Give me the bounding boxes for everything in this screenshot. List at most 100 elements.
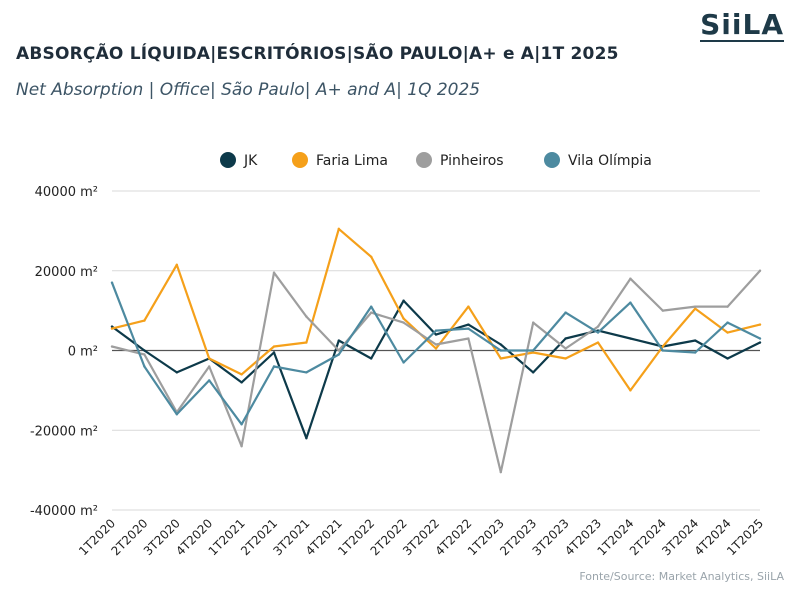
data-point-vila-olimpia <box>434 329 438 332</box>
x-tick-label: 1T2025 <box>724 516 766 558</box>
page-subtitle: Net Absorption | Office| São Paulo| A+ a… <box>16 80 481 100</box>
data-point-vila-olimpia <box>564 311 567 314</box>
data-point-jk <box>434 333 438 336</box>
data-point-pinheiros <box>305 315 308 318</box>
data-point-faria-lima <box>467 305 470 308</box>
data-point-jk <box>758 341 762 344</box>
data-point-jk <box>337 339 340 342</box>
legend-label: JK <box>243 153 258 169</box>
data-point-pinheiros <box>694 305 697 308</box>
data-point-pinheiros <box>337 349 340 352</box>
data-point-vila-olimpia <box>758 337 762 340</box>
data-point-faria-lima <box>272 345 276 348</box>
data-point-faria-lima <box>110 327 114 330</box>
legend-marker <box>416 152 432 168</box>
data-point-vila-olimpia <box>143 365 146 368</box>
series-line-pinheiros <box>110 269 762 474</box>
legend-marker <box>292 152 308 168</box>
data-point-vila-olimpia <box>467 327 470 330</box>
data-point-jk <box>564 337 567 340</box>
data-point-pinheiros <box>629 277 632 280</box>
data-point-pinheiros <box>726 305 729 308</box>
data-point-vila-olimpia <box>629 301 632 304</box>
series-line-jk <box>110 299 762 440</box>
data-point-vila-olimpia <box>596 331 600 334</box>
data-point-jk <box>402 299 405 302</box>
legend-label: Vila Olímpia <box>568 153 652 169</box>
data-point-pinheiros <box>110 345 114 348</box>
data-point-pinheiros <box>661 309 664 312</box>
data-point-faria-lima <box>661 345 664 348</box>
data-point-pinheiros <box>564 347 567 350</box>
data-point-vila-olimpia <box>532 349 535 352</box>
data-point-jk <box>175 371 178 374</box>
data-point-vila-olimpia <box>726 321 729 324</box>
y-tick-label: -20000 m² <box>30 424 98 439</box>
data-point-jk <box>694 339 697 342</box>
data-point-faria-lima <box>694 307 697 310</box>
data-point-faria-lima <box>305 341 308 344</box>
data-point-pinheiros <box>758 269 762 272</box>
data-point-vila-olimpia <box>694 351 697 354</box>
data-point-pinheiros <box>272 271 276 274</box>
legend-item-pinheiros: Pinheiros <box>416 152 504 169</box>
data-point-faria-lima <box>596 341 600 344</box>
siila-logo: SiiLA <box>700 8 784 42</box>
data-point-faria-lima <box>726 331 729 334</box>
data-point-vila-olimpia <box>305 371 308 374</box>
data-point-vila-olimpia <box>175 413 178 416</box>
chart-legend: JK Faria Lima Pinheiros Vila Olímpia <box>220 152 652 169</box>
legend-item-faria-lima: Faria Lima <box>292 152 388 169</box>
data-point-faria-lima <box>175 263 178 266</box>
data-point-pinheiros <box>467 337 470 340</box>
data-point-pinheiros <box>208 365 211 368</box>
data-point-vila-olimpia <box>661 349 664 352</box>
legend-marker <box>220 152 236 168</box>
source-note: Fonte/Source: Market Analytics, SiiLA <box>579 570 784 583</box>
data-point-pinheiros <box>240 445 243 448</box>
series-line-vila-olimpia <box>110 281 762 426</box>
data-point-pinheiros <box>499 470 502 474</box>
y-axis: 40000 m² 20000 m² 0 m² -20000 m² -40000 m² <box>30 185 98 519</box>
data-point-faria-lima <box>532 351 535 354</box>
page-title: ABSORÇÃO LÍQUIDA|ESCRITÓRIOS|SÃO PAULO|A… <box>16 44 619 64</box>
data-point-faria-lima <box>143 319 146 322</box>
data-point-vila-olimpia <box>110 281 114 284</box>
data-point-vila-olimpia <box>337 353 340 356</box>
y-tick-label: -40000 m² <box>30 504 98 519</box>
data-point-jk <box>143 349 146 352</box>
series-jk <box>110 299 762 440</box>
data-point-jk <box>110 325 114 328</box>
data-point-vila-olimpia <box>370 305 373 308</box>
data-point-pinheiros <box>402 321 405 324</box>
data-point-vila-olimpia <box>272 365 276 368</box>
series-faria-lima <box>110 227 762 392</box>
data-point-faria-lima <box>370 255 373 258</box>
data-point-faria-lima <box>240 373 243 376</box>
legend-marker <box>544 152 560 168</box>
data-point-faria-lima <box>434 347 438 350</box>
data-point-vila-olimpia <box>240 423 243 426</box>
data-point-jk <box>370 357 373 360</box>
series-pinheiros <box>110 269 762 474</box>
logo-underline <box>700 40 784 42</box>
data-point-faria-lima <box>337 227 340 231</box>
data-point-faria-lima <box>208 357 211 360</box>
chart-series <box>110 227 762 474</box>
data-point-pinheiros <box>532 321 535 324</box>
data-point-faria-lima <box>564 357 567 360</box>
chart-gridlines <box>112 190 760 511</box>
y-tick-label: 20000 m² <box>35 265 98 280</box>
data-point-faria-lima <box>499 357 502 360</box>
legend-item-jk: JK <box>220 152 258 169</box>
data-point-faria-lima <box>629 389 632 392</box>
legend-label: Pinheiros <box>440 153 504 169</box>
data-point-jk <box>629 337 632 340</box>
data-point-jk <box>272 351 276 354</box>
data-point-pinheiros <box>143 353 146 356</box>
data-point-vila-olimpia <box>499 349 502 352</box>
data-point-faria-lima <box>758 323 762 326</box>
legend-item-vila-olimpia: Vila Olímpia <box>544 152 652 169</box>
data-point-pinheiros <box>434 343 438 346</box>
